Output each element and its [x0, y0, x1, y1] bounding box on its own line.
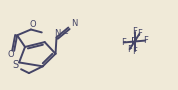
Text: N: N [54, 29, 61, 38]
Text: N: N [71, 19, 77, 28]
Text: ∼: ∼ [61, 29, 68, 38]
Text: F: F [127, 45, 132, 54]
Text: F: F [132, 47, 137, 56]
Text: F: F [132, 27, 137, 36]
Text: O: O [8, 50, 15, 59]
Text: F: F [137, 29, 142, 38]
Text: F: F [143, 36, 148, 45]
Text: O: O [30, 20, 36, 29]
Text: F: F [121, 38, 126, 47]
Text: S: S [12, 60, 18, 70]
Text: P: P [131, 37, 138, 47]
